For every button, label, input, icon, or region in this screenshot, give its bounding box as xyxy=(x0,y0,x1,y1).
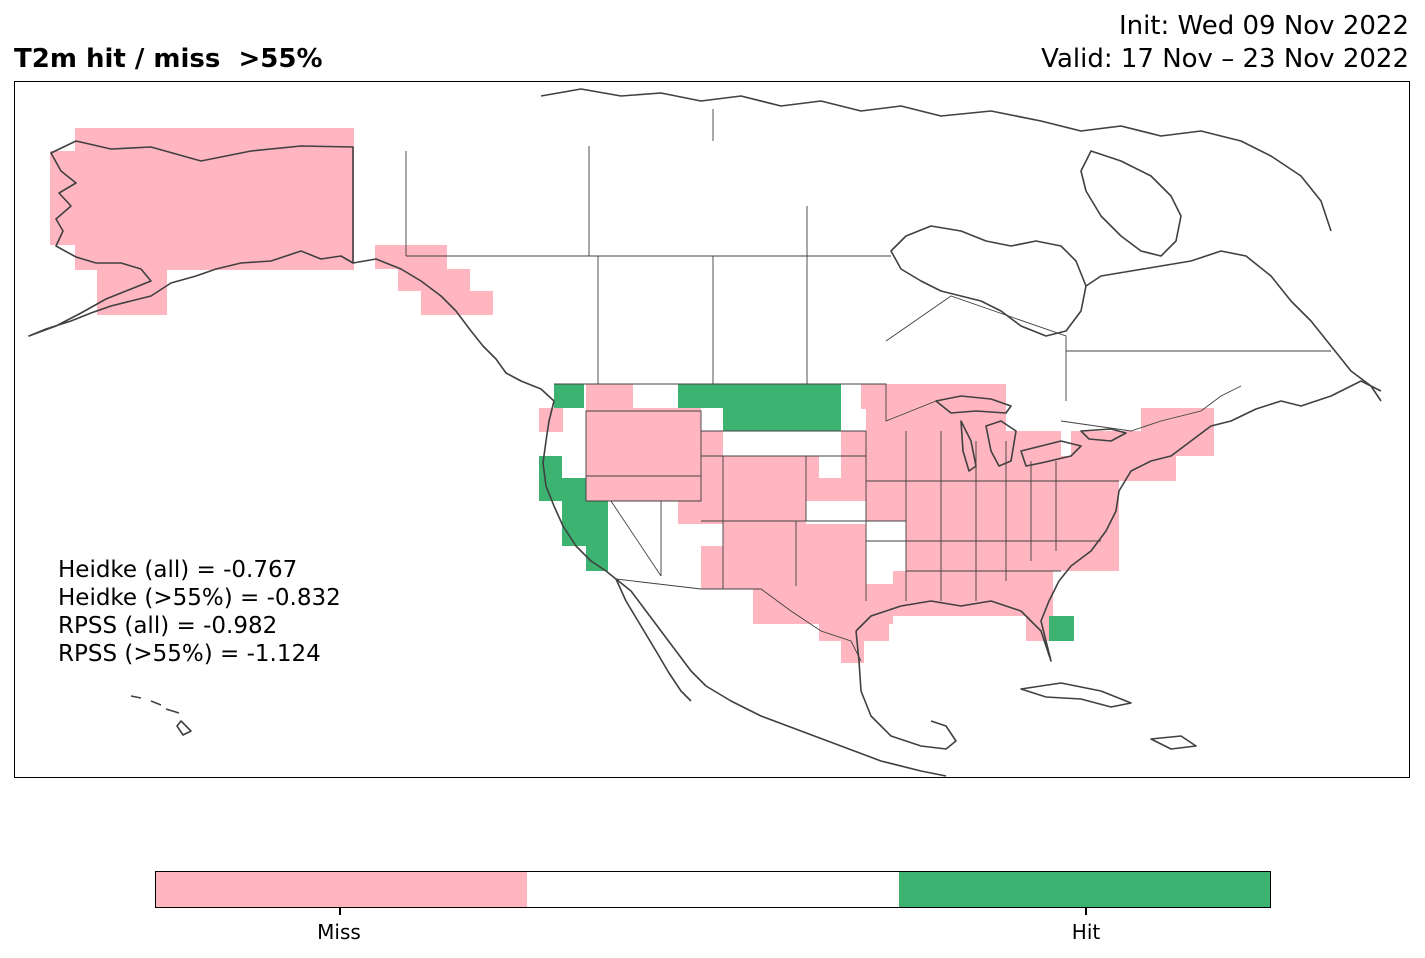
miss-cell xyxy=(701,431,724,456)
miss-cell xyxy=(866,408,1006,431)
coastlines xyxy=(28,88,1382,777)
map-title: T2m hit / miss >55% xyxy=(14,44,323,74)
cuba-coast xyxy=(1020,682,1197,750)
great-lakes xyxy=(935,395,1127,472)
colorbar xyxy=(155,871,1271,908)
hudson-bay xyxy=(890,225,1087,337)
miss-cell xyxy=(678,501,806,524)
us-mexico-border xyxy=(615,578,862,662)
labrador-coast xyxy=(1085,250,1382,402)
colorbar-tick-miss xyxy=(339,908,341,915)
hit-cell xyxy=(562,478,586,501)
date-header: Init: Wed 09 Nov 2022 Valid: 17 Nov – 23… xyxy=(1041,10,1409,76)
panhandle-coast xyxy=(352,258,555,402)
rpss-all: RPSS (all) = -0.982 xyxy=(58,613,278,639)
hit-cell xyxy=(539,456,562,501)
neutral-cell xyxy=(656,501,678,524)
colorbar-neutral-segment xyxy=(527,872,899,907)
alaska-coast xyxy=(28,140,354,337)
us-canada-border xyxy=(554,383,1242,432)
colorbar-label-miss: Miss xyxy=(317,920,361,944)
hit-cell xyxy=(723,408,783,431)
hit-cell xyxy=(783,384,841,431)
hit-cell xyxy=(554,384,584,408)
miss-cell xyxy=(796,524,866,584)
colorbar-tick-hit xyxy=(1085,908,1087,915)
political-borders xyxy=(352,109,1331,662)
miss-cell xyxy=(398,269,470,291)
skill-scores: Heidke (all) = -0.767 Heidke (>55%) = -0… xyxy=(58,556,341,668)
miss-cell xyxy=(861,384,1006,409)
hawaii-islands xyxy=(130,695,192,736)
miss-cell xyxy=(819,621,889,641)
hit-cell xyxy=(586,546,608,571)
miss-cell xyxy=(723,524,796,589)
baja-coast xyxy=(615,578,692,702)
miss-cell xyxy=(375,245,447,269)
west-coast xyxy=(542,400,707,687)
heidke-55: Heidke (>55%) = -0.832 xyxy=(58,585,341,611)
forecast-cells xyxy=(50,128,1214,663)
hit-cell xyxy=(678,384,783,408)
miss-cell xyxy=(866,481,1119,521)
miss-cell xyxy=(1116,456,1176,481)
canada-provinces xyxy=(405,109,1331,401)
hit-cell xyxy=(562,501,608,546)
colorbar-hit-segment xyxy=(898,872,1270,907)
miss-cell xyxy=(701,546,723,589)
init-date: Init: Wed 09 Nov 2022 xyxy=(1118,11,1409,41)
valid-range: Valid: 17 Nov – 23 Nov 2022 xyxy=(1041,44,1409,74)
north-america-map xyxy=(28,88,1382,777)
arctic-islands xyxy=(540,88,1332,232)
mexico-pacific-coast xyxy=(705,685,947,777)
miss-cell xyxy=(893,571,1053,616)
miss-cell xyxy=(753,584,893,624)
hit-cell xyxy=(1049,616,1074,641)
miss-cell xyxy=(906,521,1119,571)
miss-cell xyxy=(586,408,701,456)
gulf-coast xyxy=(855,580,1060,750)
rpss-55: RPSS (>55%) = -1.124 xyxy=(58,641,321,667)
miss-cell xyxy=(586,384,633,408)
colorbar-label-hit: Hit xyxy=(1071,920,1101,944)
heidke-all: Heidke (all) = -0.767 xyxy=(58,557,298,583)
us-states xyxy=(585,410,1119,601)
map-panel xyxy=(14,81,1410,778)
colorbar-miss-segment xyxy=(156,872,528,907)
miss-cell xyxy=(841,431,866,456)
miss-cell xyxy=(75,245,125,269)
neutral-cell xyxy=(608,501,661,546)
baffin-island xyxy=(1080,150,1182,257)
neutral-cell xyxy=(723,431,783,456)
miss-cell xyxy=(866,456,1116,481)
east-coast xyxy=(1058,380,1382,582)
neutral-cell xyxy=(819,456,841,478)
